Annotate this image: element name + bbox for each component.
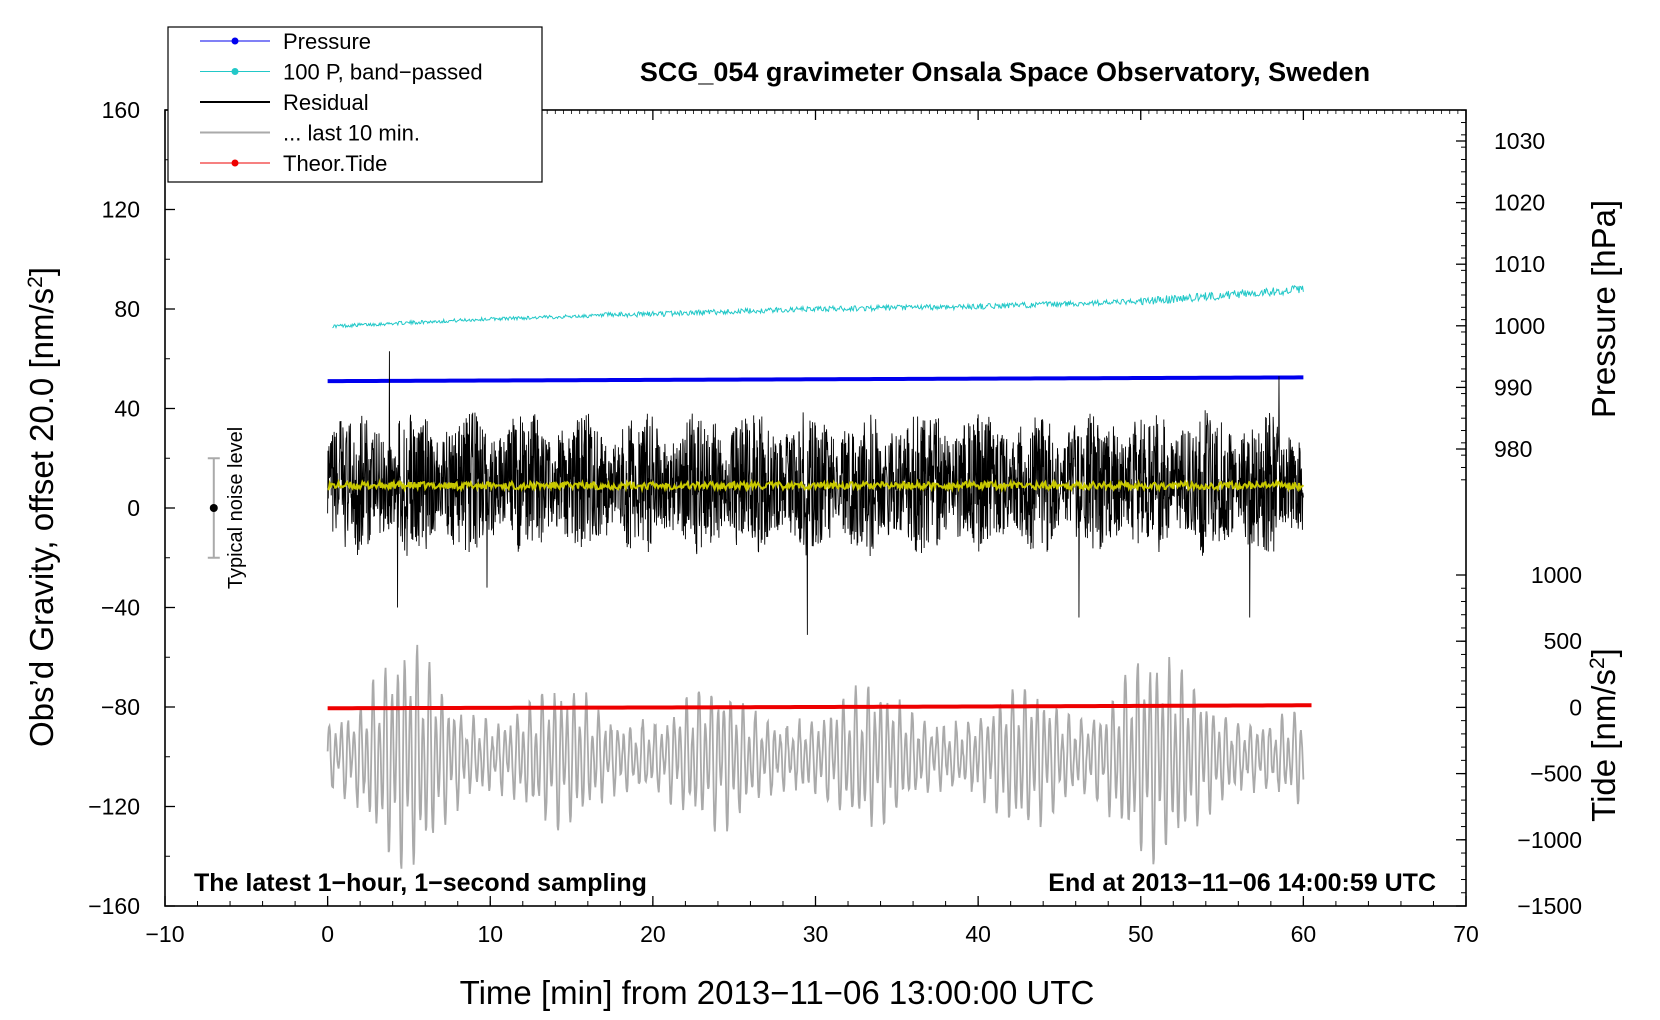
series-last-10-min xyxy=(326,644,1305,869)
legend-label: Pressure xyxy=(283,29,371,54)
y-tick-label: 160 xyxy=(102,97,140,123)
x-tick-label: 30 xyxy=(803,921,829,947)
tide-tick-label: 500 xyxy=(1544,628,1582,654)
x-tick-label: 10 xyxy=(477,921,503,947)
x-tick-label: 60 xyxy=(1291,921,1317,947)
y-tick-label: −120 xyxy=(88,794,140,820)
noise-dot xyxy=(209,504,218,512)
pressure-tick-label: 1000 xyxy=(1494,313,1545,339)
legend-label: ... last 10 min. xyxy=(283,121,420,146)
y-tick-label: −80 xyxy=(101,694,140,720)
tide-tick-label: 1000 xyxy=(1531,562,1582,588)
legend-label: 100 P, band−passed xyxy=(283,60,483,85)
x-tick-label: 70 xyxy=(1453,921,1479,947)
tide-tick-label: −500 xyxy=(1530,761,1582,787)
y-tick-label: −40 xyxy=(101,595,140,621)
y-tick-label: 80 xyxy=(114,296,140,322)
y-tick-label: 0 xyxy=(127,495,140,521)
pressure-tick-label: 1010 xyxy=(1494,251,1545,277)
pressure-tick-label: 1020 xyxy=(1494,190,1545,216)
y-tick-label: 40 xyxy=(114,396,140,422)
x-axis-label: Time [min] from 2013−11−06 13:00:00 UTC xyxy=(460,974,1095,1011)
series-pressure xyxy=(327,375,1304,384)
legend-marker xyxy=(231,159,239,167)
series-residual xyxy=(327,351,1304,635)
series-residual-mean xyxy=(327,478,1305,494)
x-tick-label: 20 xyxy=(640,921,666,947)
y-tick-label: −160 xyxy=(88,893,140,919)
y-axis-label: Obs’d Gravity, offset 20.0 [nm/s2] xyxy=(23,267,60,747)
tide-tick-label: 0 xyxy=(1569,694,1582,720)
noise-indicator: Typical noise level xyxy=(207,427,247,589)
annotation-sampling: The latest 1−hour, 1−second sampling xyxy=(194,869,647,897)
legend-label: Residual xyxy=(283,90,369,115)
x-tick-label: 50 xyxy=(1128,921,1154,947)
legend-marker xyxy=(231,37,239,45)
tide-axis-label-close: ] xyxy=(1585,648,1622,657)
series-layer xyxy=(326,285,1312,869)
y-axis-label-sup: 2 xyxy=(24,276,47,288)
y-axis-label-close: ] xyxy=(23,267,60,276)
legend-label: Theor.Tide xyxy=(283,151,387,176)
tide-tick-label: −1000 xyxy=(1517,827,1582,853)
series-theoretical-tide xyxy=(327,703,1312,711)
pressure-axis-label: Pressure [hPa] xyxy=(1585,200,1622,418)
legend-marker xyxy=(231,68,239,75)
y-tick-label: 120 xyxy=(102,197,140,223)
x-tick-label: 40 xyxy=(965,921,991,947)
tide-axis-label: Tide [nm/s2] xyxy=(1585,648,1622,822)
y-axis-label-main: Obs’d Gravity, offset 20.0 [nm/s xyxy=(23,288,60,747)
legend-box xyxy=(167,26,543,183)
pressure-tick-label: 980 xyxy=(1494,436,1532,462)
legend: Pressure 100 P, band−passed Residual ... la… xyxy=(167,26,543,183)
axes-layer: −10 0 10 20 30 40 50 60 7016012080400−40−80−120−… xyxy=(88,97,1582,947)
pressure-tick-label: 990 xyxy=(1494,374,1532,400)
tide-tick-label: −1500 xyxy=(1517,893,1582,919)
tide-axis-label-main: Tide [nm/s xyxy=(1585,669,1622,822)
tide-axis-label-sup: 2 xyxy=(1586,657,1609,669)
pressure-tick-label: 1030 xyxy=(1494,128,1545,154)
series-pressure-bandpassed xyxy=(332,285,1304,330)
chart-title: SCG_054 gravimeter Onsala Space Observat… xyxy=(640,57,1370,87)
x-tick-label: −10 xyxy=(145,921,184,947)
x-tick-label: 0 xyxy=(321,921,334,947)
noise-label: Typical noise level xyxy=(225,427,247,589)
annotation-end-time: End at 2013−11−06 14:00:59 UTC xyxy=(1048,869,1436,897)
